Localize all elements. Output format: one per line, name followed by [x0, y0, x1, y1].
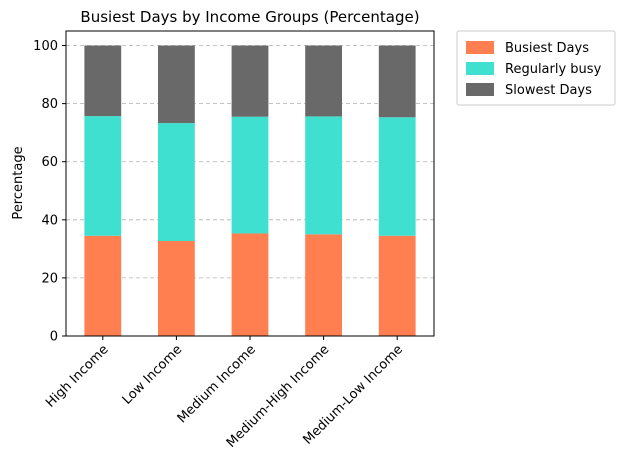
y-tick-label: 20 — [41, 271, 58, 286]
bar-regularly-busy-medium-low-income — [378, 117, 416, 236]
bar-regularly-busy-medium-high-income — [305, 116, 342, 235]
bar-busiest-days-medium-low-income — [378, 235, 416, 336]
bar-slowest-days-medium-low-income — [378, 45, 416, 118]
legend-label-regularly-busy: Regularly busy — [505, 62, 602, 77]
legend-frame — [456, 30, 616, 106]
y-axis: 0 20 40 60 80 100 — [33, 39, 66, 345]
legend-swatch-slowest-days — [466, 83, 494, 96]
y-tick-label: 80 — [41, 97, 58, 112]
legend: Busiest Days Regularly busy Slowest Days — [456, 30, 616, 106]
y-tick-label: 0 — [50, 330, 58, 345]
legend-swatch-busiest-days — [466, 41, 494, 54]
bars-layer — [84, 45, 416, 336]
bar-regularly-busy-low-income — [158, 123, 195, 242]
x-tick-label: Medium Income — [175, 342, 259, 426]
bar-regularly-busy-high-income — [84, 116, 122, 236]
y-axis-title: Percentage — [11, 146, 26, 219]
bar-regularly-busy-medium-income — [231, 116, 269, 234]
bar-slowest-days-low-income — [158, 45, 195, 124]
bar-slowest-days-medium-high-income — [305, 45, 342, 117]
y-tick-label: 100 — [33, 39, 58, 54]
bar-busiest-days-medium-high-income — [305, 234, 342, 336]
x-tick-label: Low Income — [120, 342, 185, 407]
bar-busiest-days-high-income — [84, 235, 122, 336]
chart-title: Busiest Days by Income Groups (Percentag… — [80, 8, 419, 26]
y-tick-label: 60 — [41, 155, 58, 170]
legend-label-busiest-days: Busiest Days — [505, 41, 589, 56]
x-tick-label: High Income — [43, 342, 111, 410]
bar-slowest-days-high-income — [84, 45, 122, 117]
y-tick-label: 40 — [41, 213, 58, 228]
legend-swatch-regularly-busy — [466, 62, 494, 75]
bar-busiest-days-low-income — [158, 241, 195, 336]
legend-label-slowest-days: Slowest Days — [505, 83, 592, 98]
bar-busiest-days-medium-income — [231, 233, 269, 336]
bar-slowest-days-medium-income — [231, 45, 269, 117]
